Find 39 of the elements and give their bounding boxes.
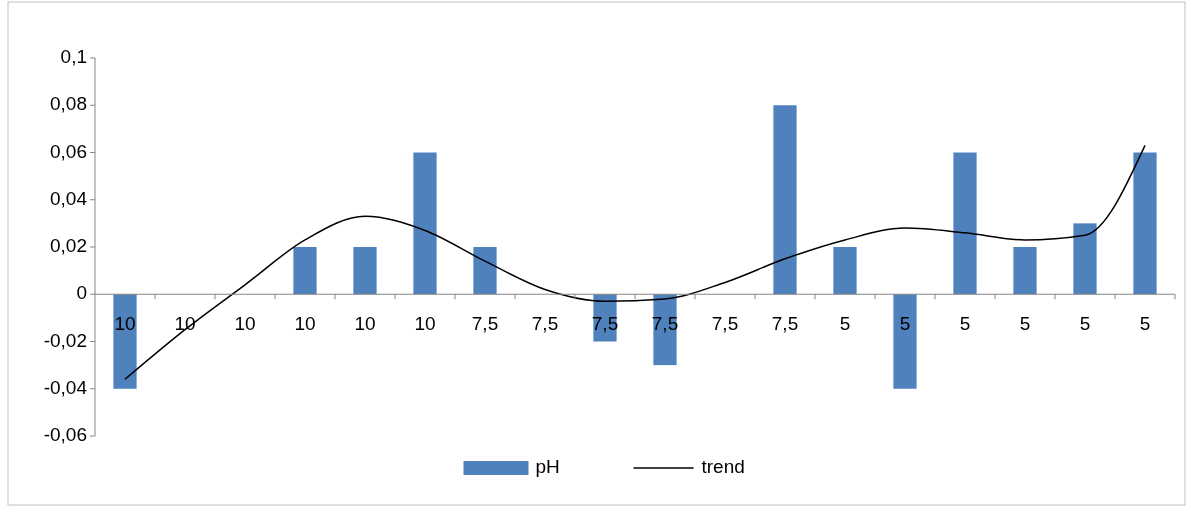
x-tick-label: 5 <box>899 313 911 335</box>
x-tick-label: 10 <box>354 313 376 335</box>
y-tick-label: -0,02 <box>43 329 87 351</box>
bar <box>893 294 917 389</box>
x-tick-label: 10 <box>114 313 136 335</box>
bar <box>413 152 437 295</box>
y-tick-label: 0,04 <box>50 187 88 209</box>
y-tick-label: 0 <box>76 282 87 304</box>
x-tick-label: 5 <box>959 313 971 335</box>
bar <box>473 247 497 295</box>
y-tick-label: -0,04 <box>43 376 88 398</box>
y-tick-label: 0,06 <box>50 140 87 162</box>
legend-label: pH <box>535 456 560 478</box>
y-tick-label: 0,1 <box>60 46 87 68</box>
y-tick-label: -0,06 <box>43 424 87 446</box>
bar <box>353 247 377 295</box>
bar <box>953 152 977 295</box>
x-tick-label: 5 <box>1079 313 1091 335</box>
x-tick-label: 10 <box>234 313 256 335</box>
x-tick-label: 5 <box>839 313 851 335</box>
x-tick-label: 7,5 <box>711 313 739 335</box>
y-tick-label: 0,02 <box>50 235 87 257</box>
x-tick-label: 10 <box>294 313 316 335</box>
x-tick-label: 10 <box>174 313 196 335</box>
x-tick-label: 7,5 <box>771 313 799 335</box>
bar <box>833 247 857 295</box>
x-tick-label: 7,5 <box>531 313 559 335</box>
x-tick-label: 7,5 <box>471 313 499 335</box>
bar <box>1073 223 1097 295</box>
bar <box>293 247 317 295</box>
x-tick-label: 10 <box>414 313 436 335</box>
x-tick-label: 5 <box>1139 313 1151 335</box>
y-tick-label: 0,08 <box>50 93 87 115</box>
legend-label: trend <box>701 456 745 478</box>
bar <box>773 105 797 295</box>
bar <box>1013 247 1037 295</box>
x-tick-label: 5 <box>1019 313 1031 335</box>
bar <box>113 294 137 389</box>
bar <box>1133 152 1157 295</box>
